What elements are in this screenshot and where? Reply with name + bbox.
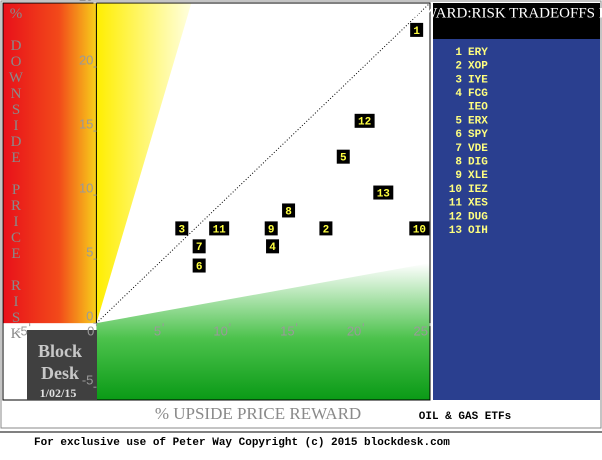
legend-rank: 10 — [449, 184, 462, 196]
legend-name: SPY — [468, 129, 488, 141]
legend-name: DUG — [468, 211, 488, 223]
date: 1/02/15 — [40, 386, 77, 400]
y-tick-label: 15 — [79, 117, 93, 132]
point — [282, 203, 296, 218]
logo-box — [27, 330, 97, 400]
point — [319, 221, 333, 236]
legend-name: XOP — [468, 61, 488, 73]
point-label: 8 — [285, 206, 292, 218]
point — [264, 221, 278, 236]
legend-rank: 1 — [455, 47, 462, 59]
y-tick-label: 25 — [79, 0, 93, 3]
legend-name: IEO — [468, 102, 488, 114]
legend-rank: 4 — [455, 88, 462, 100]
point-label: 6 — [196, 261, 203, 273]
legend-rank: 11 — [449, 198, 463, 210]
point — [336, 149, 350, 164]
logo-text: Desk — [41, 363, 79, 383]
reward-zone — [96, 263, 430, 400]
point-label: 12 — [358, 117, 371, 129]
caution-zone — [96, 3, 192, 324]
point-label: 5 — [340, 153, 347, 165]
legend-name: VDE — [468, 143, 488, 155]
x-tick-label: 25 — [414, 324, 428, 339]
legend-rank: 9 — [455, 170, 462, 182]
point-label: 9 — [268, 224, 275, 236]
legend-rank: 12 — [449, 211, 462, 223]
legend-name: OIH — [468, 225, 488, 237]
y-axis-label: % DOWNSIDE PRICE RISK — [8, 6, 24, 342]
point — [175, 221, 189, 236]
x-tick-label: -5 — [16, 324, 28, 339]
legend-rank: 13 — [449, 225, 463, 237]
point-label: 10 — [413, 224, 426, 236]
x-tick-label: 15 — [280, 324, 294, 339]
legend-name: IEZ — [468, 184, 488, 196]
y-tick-label: 20 — [79, 52, 93, 67]
point-label: 13 — [377, 188, 391, 200]
legend-name: FCG — [468, 88, 488, 100]
x-axis-label: % UPSIDE PRICE REWARD — [155, 404, 361, 423]
point — [266, 239, 280, 254]
point — [354, 113, 375, 128]
x-tick-label: 10 — [213, 324, 227, 339]
point — [192, 239, 206, 254]
risk-zone — [3, 3, 97, 324]
legend-rank: 5 — [455, 115, 462, 127]
legend-rank: 6 — [455, 129, 462, 141]
legend-name: ERY — [468, 47, 488, 59]
legend-name: XLE — [468, 170, 488, 182]
y-tick-label: -5 — [82, 373, 94, 388]
point-label: 11 — [213, 224, 227, 236]
x-tick-label: 5 — [154, 324, 161, 339]
legend-name: ERX — [468, 115, 488, 127]
point-label: 1 — [413, 26, 420, 38]
point — [373, 185, 394, 200]
y-tick-label: 0 — [86, 309, 93, 324]
diagonal — [96, 2, 431, 324]
legend-rank: 2 — [455, 61, 462, 73]
point — [410, 22, 424, 37]
footer: For exclusive use of Peter Way Copyright… — [34, 437, 450, 449]
y-tick-label: 10 — [79, 181, 93, 196]
legend-header — [433, 3, 600, 39]
point-label: 4 — [269, 242, 276, 254]
point-label: 7 — [196, 242, 203, 254]
plot-border — [2, 2, 431, 401]
legend-rank: 3 — [455, 74, 462, 86]
legend-name: DIG — [468, 157, 488, 169]
legend-panel — [433, 3, 600, 400]
x-tick-label: 0 — [87, 324, 94, 339]
frame — [0, 0, 602, 429]
y-tick-label: 5 — [86, 245, 93, 260]
logo-text: Block — [38, 341, 82, 361]
legend-title: REWARD:RISK TRADEOFFS FOR — [404, 5, 602, 21]
x-tick-label: 20 — [347, 324, 361, 339]
point — [192, 258, 206, 273]
legend-rank: 8 — [455, 157, 462, 169]
legend-name: IYE — [468, 74, 488, 86]
point-label: 3 — [179, 224, 186, 236]
legend-name: XES — [468, 198, 488, 210]
legend-rank: 7 — [455, 143, 462, 155]
subtitle: OIL & GAS ETFs — [419, 411, 511, 423]
point — [209, 221, 230, 236]
point — [409, 221, 430, 236]
point-label: 2 — [323, 224, 330, 236]
